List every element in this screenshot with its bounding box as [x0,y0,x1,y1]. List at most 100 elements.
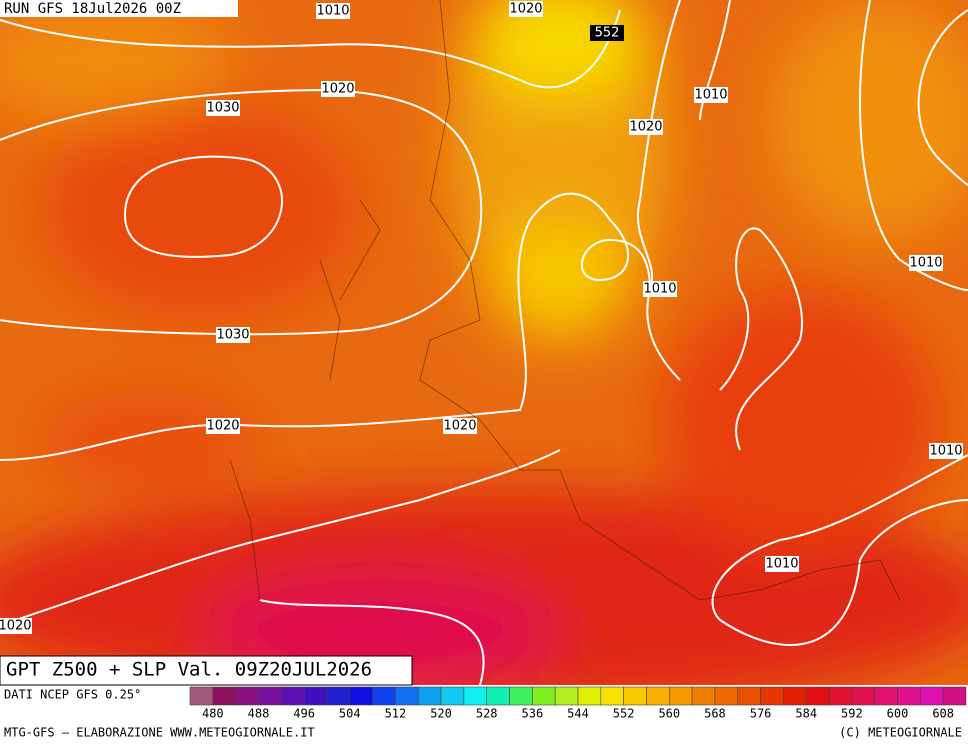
isobar [711,454,968,646]
scale-swatch [668,686,693,706]
isobar-label-box [929,443,963,459]
scale-label: 488 [248,707,270,721]
title-box [0,655,413,686]
scale-swatch [897,686,921,706]
run-box [0,0,238,17]
scale-label: 512 [385,707,407,721]
scale-swatch [463,686,488,706]
scale-label: 544 [567,707,589,721]
scale-swatch [623,686,647,706]
isobar-label-box [216,327,250,343]
isobar [917,9,968,186]
scale-swatch [783,686,807,706]
isobar-label: 1010 [909,256,942,271]
scale-swatch [942,686,967,706]
scale-swatch [486,686,510,706]
isobar-label-box [443,418,477,434]
scale-swatch [851,686,876,706]
scale-swatch [805,686,830,706]
isobar [0,192,681,461]
isobar [0,9,621,89]
isobar-label-box [909,255,943,271]
coastline [229,0,901,601]
isobar-label-box [321,81,355,97]
map: 1010 1020 552 1020 1010 1030 1020 1030 1010 1010 1… [0,0,968,685]
scale-swatch [828,686,853,706]
scale-swatch [920,686,944,706]
isobar-label-box [629,119,663,135]
isobar-label: 1010 [929,444,962,459]
scale-swatch [577,686,602,706]
isobar [0,449,561,626]
isobar-label: 1030 [206,101,239,116]
scale-swatch [760,686,784,706]
isobar-label-box [590,25,624,41]
scale-swatch [303,686,328,706]
scale-swatch [691,686,716,706]
scale-swatch [440,686,465,706]
footer-right: (C) METEOGIORNALE [839,726,962,740]
scale-label: 520 [430,707,452,721]
run-label: RUN GFS 18Jul2026 00Z [4,1,181,17]
isobar [0,88,483,336]
scale-label: 568 [704,707,726,721]
scale-swatch [874,686,898,706]
scale-swatch [737,686,761,706]
scale-swatch [509,686,533,706]
map-title: GPT Z500 + SLP Val. 09Z20JUL2026 [6,659,372,681]
isobar-label-box [643,281,677,297]
scale-label: 560 [658,707,680,721]
scale-swatch [326,686,351,706]
isobar-label-box [509,1,543,17]
isobar-label-box [206,418,240,434]
scale-label: 536 [522,707,544,721]
scale-swatch [532,686,556,706]
isobar [123,155,284,258]
scale-label: 480 [202,707,224,721]
scale-swatch [554,686,579,706]
scale-label: 576 [750,707,772,721]
isobar-label-box [206,100,240,116]
scale-swatch [714,686,739,706]
scale-swatch [417,686,442,706]
scale-label: 552 [613,707,635,721]
scale-swatch [212,686,236,706]
isobar [699,0,731,121]
scale-swatch [349,686,373,706]
isobar-label-box [0,618,32,634]
color-scale: 480 488 496 504 512 520 528 536 544 552 560 568 576 5… [189,686,967,721]
isobar-label: 1010 [643,282,676,297]
scale-swatch [646,686,670,706]
isobar-label: 1010 [316,4,349,19]
scale-label: 608 [932,707,954,721]
footer-left: MTG-GFS — ELABORAZIONE WWW.METEOGIORNALE… [4,726,315,740]
scale-label: 592 [841,707,863,721]
scale-swatch [372,686,396,706]
isobar-label: 1020 [629,120,662,135]
isobar-label: 1010 [765,557,798,572]
scale-label: 584 [795,707,817,721]
scale-swatch [235,686,259,706]
isobar-label: 1030 [216,328,249,343]
isobar [859,0,968,291]
scale-label: 600 [887,707,909,721]
isobar [637,0,681,291]
isobar-label: 1020 [509,2,542,17]
scale-label: 496 [293,707,315,721]
isobar-label: 1020 [321,82,354,97]
isobar-label-box [316,3,350,19]
isobar-label-box [694,87,728,103]
isobar-label: 1010 [694,88,727,103]
source-label: DATI NCEP GFS 0.25° [4,688,141,702]
scale-swatch [189,686,214,706]
scale-swatch [258,686,282,706]
isobar-label-box [765,556,799,572]
isobar [719,227,803,451]
isobar-label: 1020 [206,419,239,434]
isobar [259,599,485,685]
scale-swatch [600,686,624,706]
isobar-label: 552 [595,26,620,41]
scale-label: 528 [476,707,498,721]
isobar-label: 1020 [443,419,476,434]
